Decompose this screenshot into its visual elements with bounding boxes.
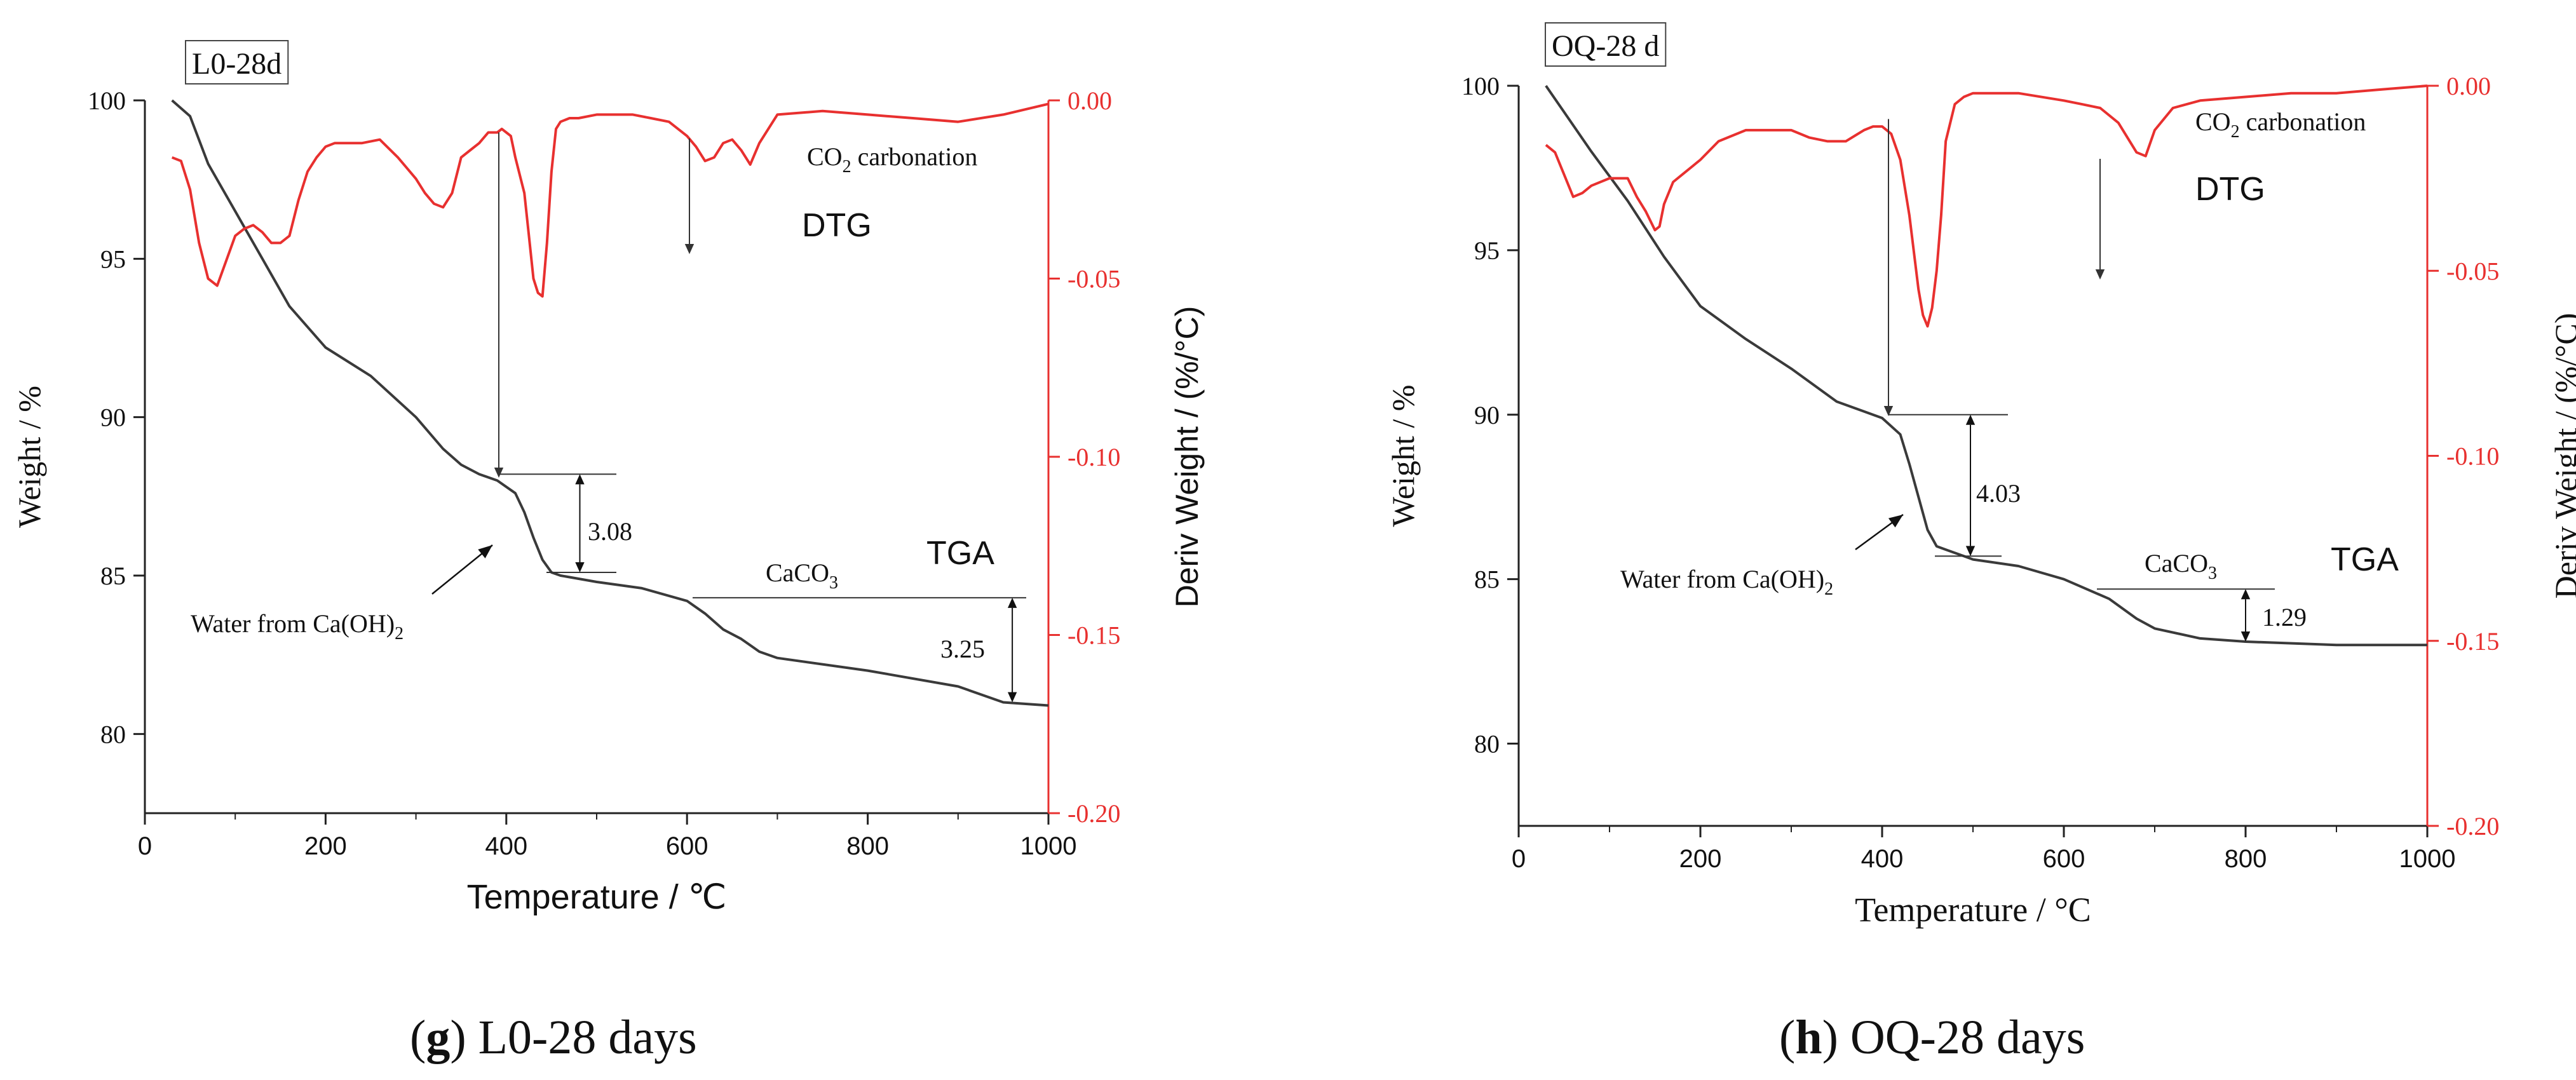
caco3-delta-head-down [2240, 631, 2251, 642]
caoh2-delta-head-up [575, 474, 585, 485]
x-tick-label: 400 [485, 832, 527, 860]
caco3-delta-value: 1.29 [2262, 603, 2307, 631]
y-left-tick-label: 90 [100, 403, 126, 432]
caoh2-arrow-head [1883, 406, 1894, 416]
x-tick-label: 600 [666, 832, 708, 860]
panel-label-box [1545, 22, 1667, 67]
water-arrow-head [1888, 515, 1903, 528]
x-tick-label: 200 [304, 832, 347, 860]
y-left-tick-label: 80 [100, 720, 126, 748]
x-tick-label: 800 [846, 832, 889, 860]
series-tga-line [1545, 84, 2427, 647]
panel-label: OQ-28 d [1545, 22, 1667, 67]
y-left-tick-label: 90 [1474, 401, 1500, 429]
series-dtg-line [1545, 84, 2428, 328]
y-right-tick-label: -0.15 [1068, 621, 1120, 650]
chart-panel-2: OQ-28 d 0 200 400 600 800 1000 80 85 90 95 100 0.00 -… [1385, 22, 2576, 929]
x-tick-label: 1000 [2399, 845, 2456, 873]
caoh2-delta-value: 3.08 [588, 517, 632, 546]
caco3-label: CaCO3 [2145, 549, 2217, 583]
y-right-tick-label: 0.00 [1068, 86, 1112, 115]
tga-label: TGA [926, 535, 994, 572]
panel-label-text: OQ-28 d [1552, 29, 1659, 63]
caco3-label: CaCO3 [766, 558, 838, 593]
co2-arrow-head [2095, 269, 2105, 280]
y-right-tick-label: -0.20 [1068, 799, 1120, 828]
x-tick-label: 0 [1512, 845, 1526, 873]
x-tick-label: 0 [138, 832, 152, 860]
y-right-axis-title: Deriv Weight / (%/°C) [2548, 313, 2576, 599]
y-right-tick-label: -0.20 [2446, 812, 2499, 840]
water-arrow [1855, 513, 1904, 551]
water-arrow-head [478, 545, 492, 558]
x-axis-title: Temperature / °C [1855, 891, 2091, 929]
y-right-axis-title: Deriv Weight / (%/°C) [1169, 306, 1205, 608]
y-left-tick-label: 95 [1474, 236, 1500, 265]
series-dtg-line [171, 102, 1049, 298]
caption-h: (h) OQ-28 days [1779, 1011, 2085, 1064]
x-tick-label: 600 [2043, 845, 2085, 873]
caoh2-delta-head-up [1965, 414, 1976, 425]
co2-carbonation-label: CO2 carbonation [2195, 107, 2366, 142]
caco3-delta-value: 3.25 [940, 635, 985, 663]
series-tga-line [171, 99, 1049, 707]
x-tick-label: 800 [2225, 845, 2267, 873]
panel-label-box [185, 40, 289, 84]
co2-arrow-head [684, 244, 695, 254]
caoh2-delta-head-down [1965, 546, 1976, 557]
y-right-tick-label: -0.15 [2446, 627, 2499, 656]
caco3-delta-head-up [2240, 589, 2251, 600]
caoh2-delta-value: 4.03 [1976, 479, 2021, 508]
caco3-delta-head-up [1007, 597, 1017, 608]
caption-g: (g) L0-28 days [410, 1011, 697, 1064]
y-left-tick-label: 95 [100, 245, 126, 273]
caco3-delta-head-down [1007, 692, 1017, 703]
chart-panel-1: L0-28d 0 200 400 600 800 1000 80 85 90 95 100 0.00 -0… [11, 40, 1205, 916]
y-right-tick-label: -0.05 [1068, 265, 1120, 294]
water-caoh2-label: Water from Ca(OH)2 [191, 609, 403, 644]
y-left-tick-label: 100 [88, 86, 126, 115]
x-tick-label: 400 [1861, 845, 1904, 873]
y-left-tick-label: 85 [100, 562, 126, 590]
caoh2-delta-head-down [575, 562, 585, 573]
x-tick-label: 1000 [1020, 832, 1077, 860]
y-left-tick-label: 85 [1474, 565, 1500, 594]
y-left-tick-label: 80 [1474, 730, 1500, 759]
x-tick-label: 200 [1679, 845, 1722, 873]
dtg-label: DTG [802, 207, 872, 244]
panel-label-text: L0-28d [192, 47, 281, 81]
tga-label: TGA [2331, 541, 2399, 578]
y-right-tick-label: 0.00 [2446, 72, 2491, 100]
x-axis-title: Temperature / ℃ [467, 878, 727, 916]
water-caoh2-label: Water from Ca(OH)2 [1620, 565, 1833, 599]
panel-label: L0-28d [185, 40, 289, 84]
water-arrow [431, 544, 493, 595]
y-right-tick-label: -0.10 [2446, 442, 2499, 471]
y-left-axis-title: Weight / % [1385, 385, 1421, 527]
caoh2-arrow-head [494, 468, 504, 478]
dtg-label: DTG [2195, 171, 2265, 208]
y-left-tick-label: 100 [1461, 72, 1500, 100]
co2-carbonation-label: CO2 carbonation [807, 142, 977, 177]
y-right-tick-label: -0.10 [1068, 443, 1120, 471]
y-left-axis-title: Weight / % [11, 386, 47, 528]
y-right-tick-label: -0.05 [2446, 257, 2499, 285]
